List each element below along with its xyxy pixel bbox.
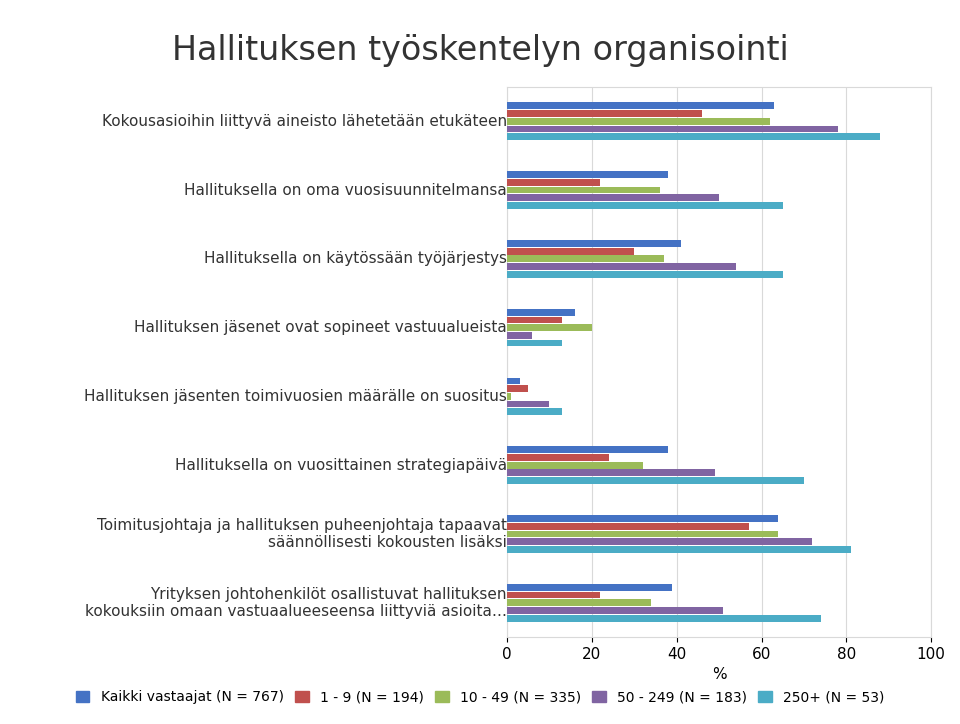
- Text: Yrityksen johtohenkilöt osallistuvat hallituksen
kokouksiin omaan vastuaalueesee: Yrityksen johtohenkilöt osallistuvat hal…: [85, 586, 507, 619]
- Bar: [507, 531, 779, 537]
- Bar: [507, 187, 660, 193]
- Bar: [507, 263, 736, 270]
- Bar: [507, 248, 635, 255]
- Bar: [507, 324, 592, 331]
- Bar: [507, 393, 512, 400]
- Bar: [507, 316, 563, 324]
- Bar: [507, 118, 770, 125]
- Bar: [507, 477, 804, 484]
- Bar: [507, 538, 812, 545]
- Bar: [507, 615, 821, 621]
- Bar: [507, 515, 779, 522]
- Text: Hallituksella on oma vuosisuunnitelmansa: Hallituksella on oma vuosisuunnitelmansa: [184, 182, 507, 198]
- Bar: [507, 125, 838, 132]
- Bar: [507, 256, 664, 262]
- Bar: [507, 110, 702, 117]
- Bar: [507, 469, 715, 476]
- Text: Hallituksella on vuosittainen strategiapäivä: Hallituksella on vuosittainen strategiap…: [175, 458, 507, 473]
- Bar: [507, 172, 668, 178]
- Bar: [507, 607, 723, 614]
- Bar: [507, 523, 749, 530]
- Bar: [507, 309, 575, 316]
- Legend: Kaikki vastaajat (N = 767), 1 - 9 (N = 194), 10 - 49 (N = 335), 50 - 249 (N = 18: Kaikki vastaajat (N = 767), 1 - 9 (N = 1…: [70, 685, 890, 710]
- Bar: [507, 462, 643, 468]
- Bar: [507, 240, 681, 247]
- Text: Hallituksen työskentelyn organisointi: Hallituksen työskentelyn organisointi: [172, 34, 788, 67]
- Text: Kokousasioihin liittyvä aineisto lähetetään etukäteen: Kokousasioihin liittyvä aineisto lähetet…: [102, 114, 507, 129]
- X-axis label: %: %: [711, 668, 727, 683]
- Bar: [507, 179, 600, 186]
- Bar: [507, 592, 600, 599]
- Text: Hallituksella on käytössään työjärjestys: Hallituksella on käytössään työjärjestys: [204, 251, 507, 266]
- Bar: [507, 584, 672, 591]
- Bar: [507, 340, 563, 346]
- Bar: [507, 385, 528, 392]
- Text: Toimitusjohtaja ja hallituksen puheenjohtaja tapaavat
säännöllisesti kokousten l: Toimitusjohtaja ja hallituksen puheenjoh…: [97, 518, 507, 550]
- Bar: [507, 194, 719, 201]
- Bar: [507, 271, 782, 277]
- Bar: [507, 332, 533, 339]
- Bar: [507, 408, 563, 415]
- Bar: [507, 599, 651, 606]
- Bar: [507, 378, 519, 384]
- Text: Hallituksen jäsenet ovat sopineet vastuualueista: Hallituksen jäsenet ovat sopineet vastuu…: [134, 320, 507, 335]
- Bar: [507, 400, 549, 408]
- Bar: [507, 546, 851, 552]
- Bar: [507, 202, 782, 209]
- Bar: [507, 103, 775, 109]
- Bar: [507, 447, 668, 453]
- Text: Hallituksen jäsenten toimivuosien määrälle on suositus: Hallituksen jäsenten toimivuosien määräl…: [84, 389, 507, 404]
- Bar: [507, 133, 880, 140]
- Bar: [507, 454, 609, 461]
